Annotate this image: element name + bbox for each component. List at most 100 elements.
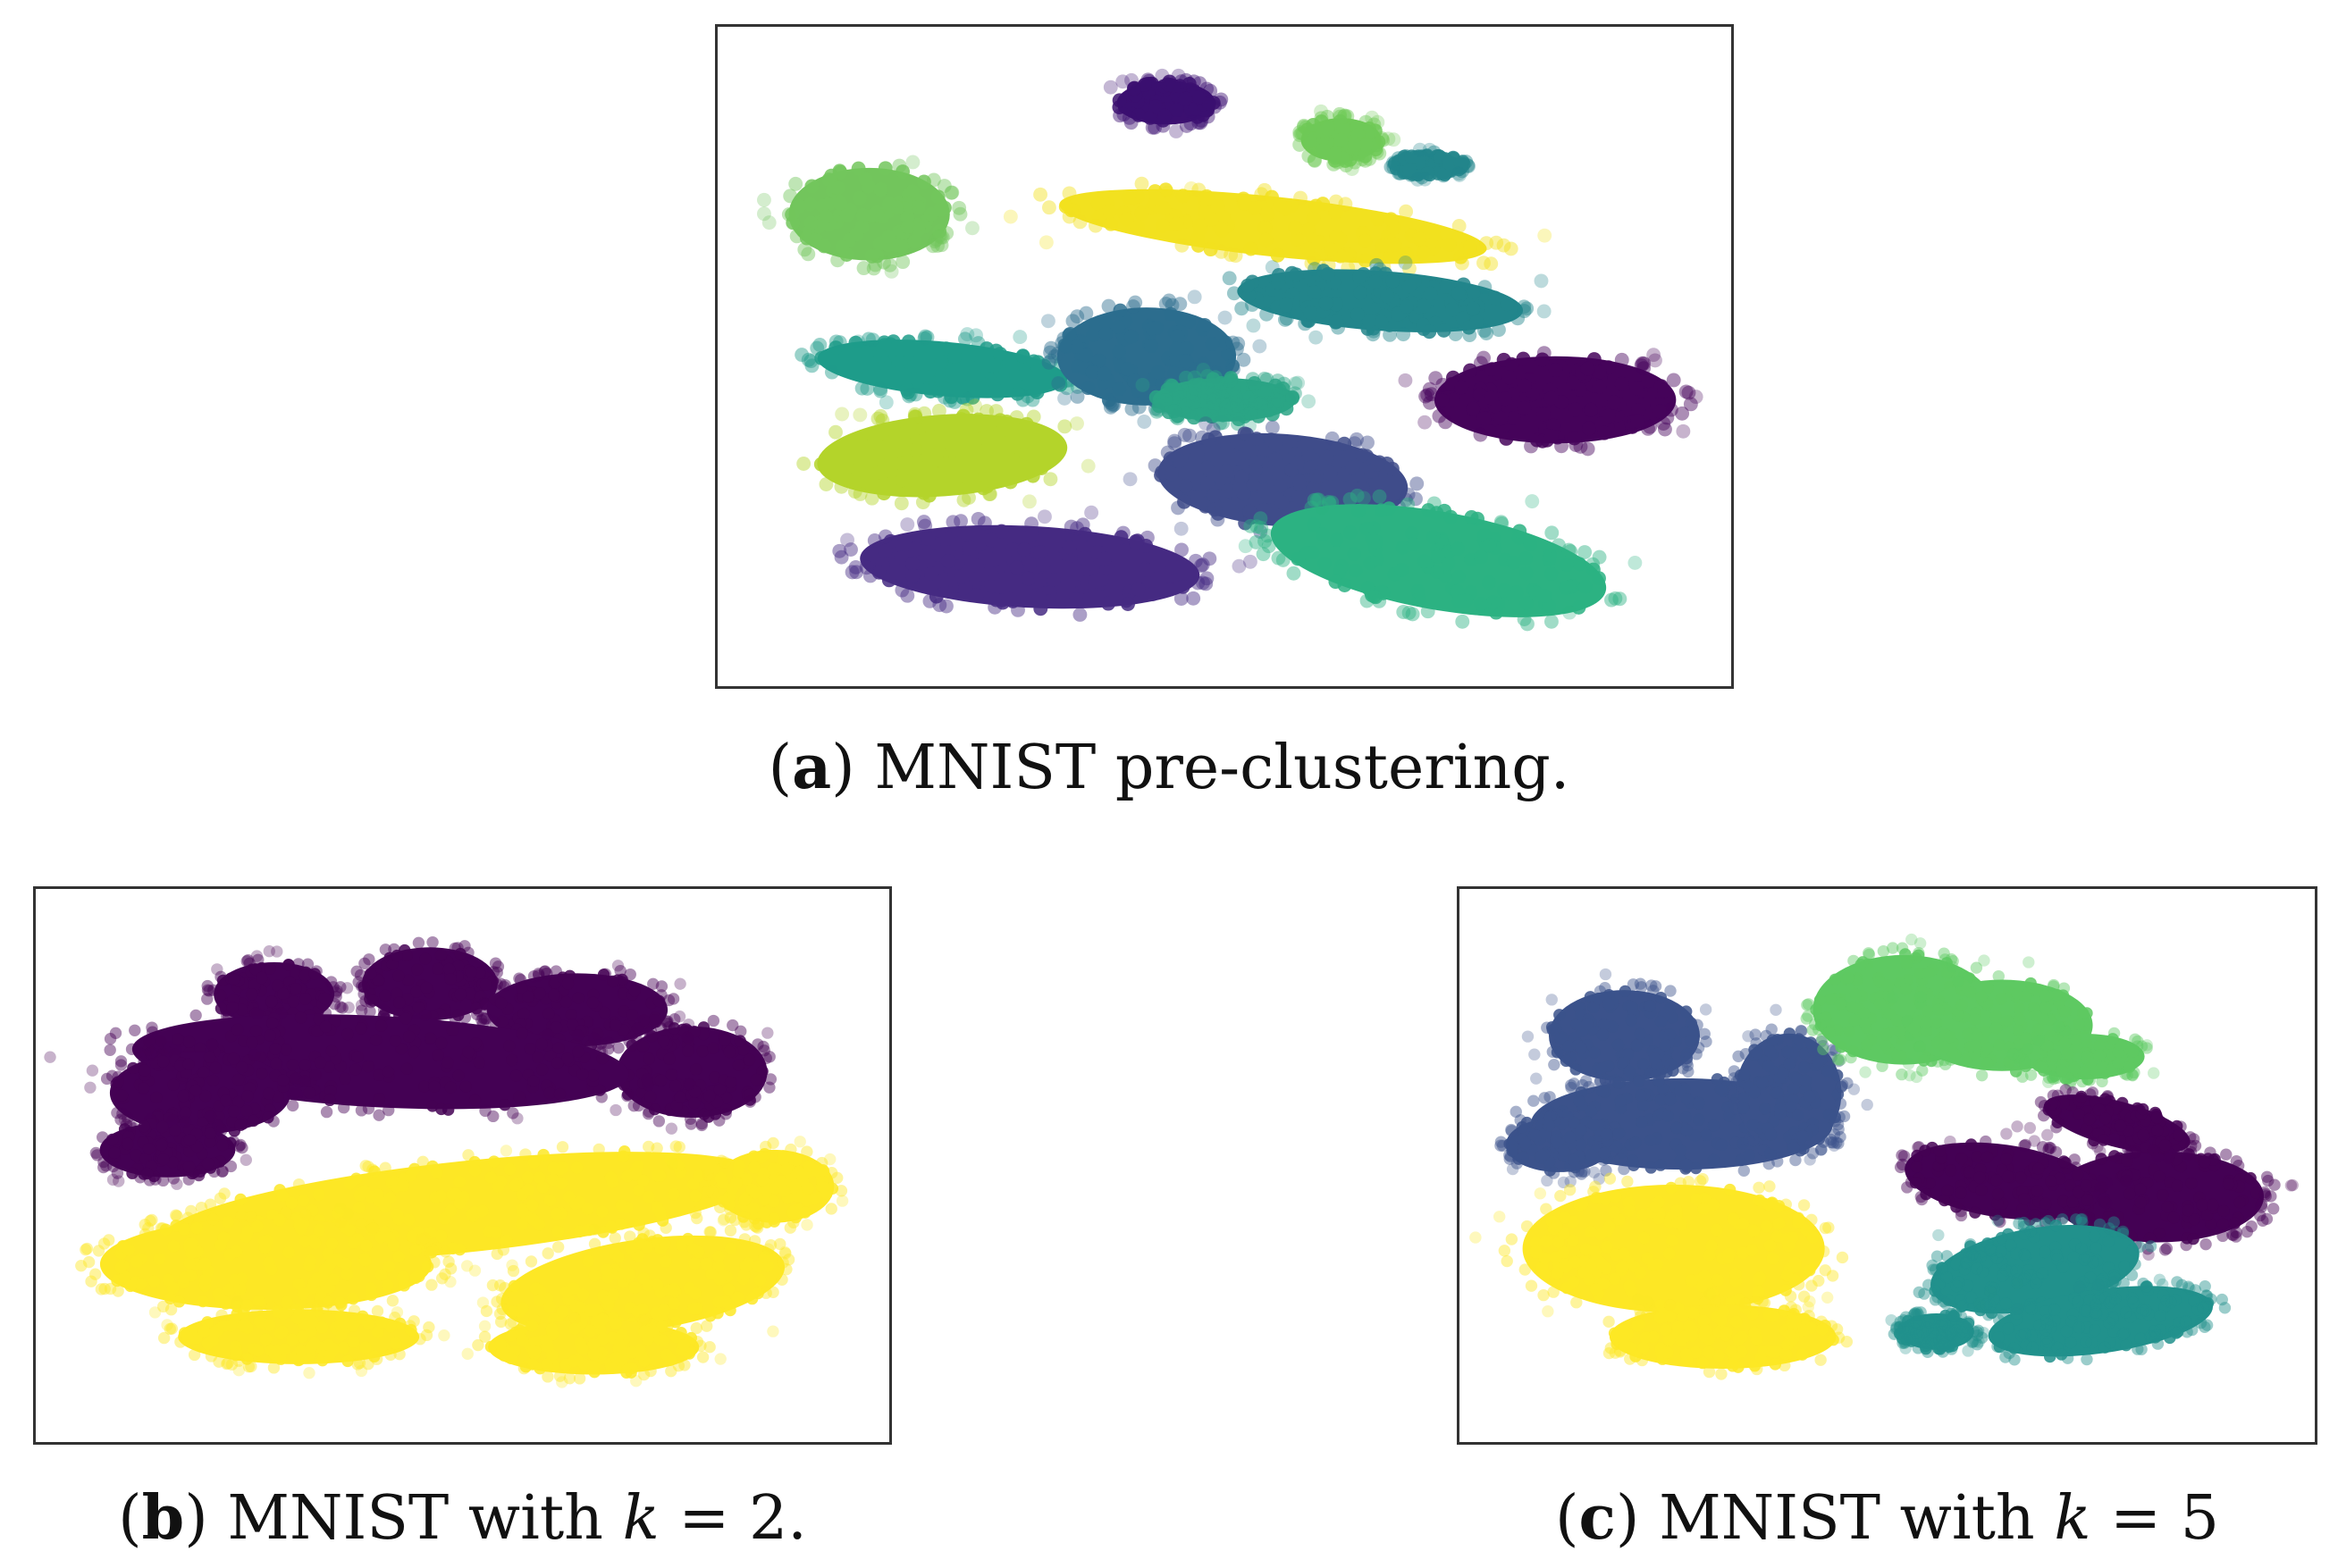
scatter-point: [1145, 587, 1160, 601]
scatter-point: [1496, 583, 1511, 598]
scatter-point: [663, 1052, 676, 1065]
scatter-point: [527, 1344, 540, 1357]
scatter-point: [2013, 1050, 2026, 1063]
scatter-outlier: [2042, 1076, 2055, 1088]
scatter-point: [760, 1140, 772, 1153]
scatter-outlier: [1506, 1162, 1519, 1176]
scatter-point: [189, 1009, 202, 1022]
scatter-point: [504, 1318, 517, 1330]
scatter-point: [535, 1063, 549, 1076]
scatter-point: [1876, 1060, 1888, 1072]
scatter-point: [1916, 1064, 1929, 1077]
scatter-point: [419, 1009, 432, 1021]
scatter-point: [297, 1287, 309, 1300]
scatter-point: [881, 573, 896, 588]
scatter-point: [894, 456, 909, 471]
scatter-point: [292, 1278, 306, 1290]
scatter-point: [1036, 558, 1051, 572]
scatter-point: [526, 1199, 539, 1212]
scatter-point: [92, 1245, 105, 1257]
scatter-point: [576, 1342, 589, 1355]
scatter-point: [1481, 575, 1496, 590]
scatter-point: [1556, 1105, 1568, 1118]
scatter-point: [192, 1169, 206, 1182]
scatter-point: [1581, 1018, 1594, 1030]
scatter-point: [1183, 116, 1198, 131]
scatter-point: [2161, 1201, 2174, 1213]
scatter-point: [584, 1304, 597, 1317]
scatter-point: [894, 239, 909, 254]
scatter-point: [97, 1161, 110, 1174]
scatter-point: [305, 1324, 317, 1337]
scatter-point: [355, 980, 368, 993]
scatter-point: [327, 1302, 340, 1314]
scatter-point: [353, 1356, 366, 1370]
scatter-point: [1140, 563, 1155, 578]
scatter-point: [1856, 956, 1870, 968]
scatter-outlier: [1124, 72, 1139, 88]
scatter-point: [1342, 525, 1358, 540]
scatter-point: [444, 1204, 457, 1218]
scatter-point: [2047, 1049, 2060, 1062]
scatter-point: [660, 1255, 672, 1268]
scatter-point: [870, 208, 886, 222]
scatter-outlier: [1137, 415, 1152, 429]
scatter-point: [1197, 317, 1212, 332]
scatter-point: [2182, 1148, 2195, 1161]
scatter-point: [568, 1312, 582, 1325]
scatter-point: [831, 1171, 844, 1184]
scatter-point: [1228, 248, 1243, 264]
scatter-point: [1270, 247, 1285, 263]
scatter-point: [607, 975, 619, 988]
scatter-point: [2170, 1153, 2182, 1166]
scatter-point: [616, 973, 628, 986]
scatter-point: [1643, 419, 1658, 434]
scatter-point: [1832, 1123, 1845, 1136]
scatter-outlier: [1039, 235, 1054, 250]
scatter-point: [747, 1150, 761, 1162]
scatter-point: [1358, 138, 1374, 153]
scatter-point: [1126, 299, 1140, 314]
scatter-outlier: [438, 1329, 450, 1342]
scatter-point: [1337, 436, 1352, 451]
scatter-point: [1923, 1177, 1936, 1189]
scatter-point: [943, 393, 957, 408]
scatter-point: [938, 456, 954, 471]
scatter-point: [1179, 354, 1194, 369]
scatter-point: [1635, 1089, 1647, 1102]
scatter-point: [1909, 1177, 1922, 1189]
scatter-point: [1260, 206, 1275, 222]
scatter-point: [299, 1235, 312, 1248]
scatter-point: [328, 998, 341, 1010]
scatter-point: [2268, 1178, 2281, 1191]
scatter-outlier: [1381, 131, 1396, 147]
scatter-point: [1258, 232, 1274, 247]
scatter-point: [1033, 545, 1048, 560]
scatter-point: [1112, 93, 1127, 108]
scatter-point: [1636, 1116, 1648, 1128]
scatter-point: [980, 341, 995, 356]
scatter-point: [1680, 1056, 1694, 1069]
scatter-point: [621, 1089, 634, 1103]
scatter-point: [1914, 991, 1927, 1003]
scatter-point: [1919, 1145, 1931, 1157]
scatter-series-a-0: [1103, 68, 1229, 138]
scatter-point: [1150, 365, 1165, 380]
scatter-point: [1091, 209, 1106, 224]
scatter-point: [695, 1117, 708, 1130]
scatter-series-a-1: [756, 155, 980, 279]
scatter-outlier: [1155, 68, 1170, 83]
scatter-point: [752, 1038, 764, 1051]
scatter-point: [1192, 218, 1207, 233]
scatter-outlier: [1246, 318, 1261, 333]
scatter-point: [412, 936, 425, 949]
scatter-point: [678, 1359, 691, 1371]
scatter-point: [752, 1221, 764, 1234]
scatter-point: [2031, 1185, 2044, 1197]
scatter-point: [1981, 982, 1994, 994]
scatter-point: [1834, 1053, 1847, 1066]
scatter-outlier: [630, 1375, 643, 1388]
scatter-point: [1149, 404, 1165, 419]
scatter-point: [1311, 492, 1326, 507]
scatter-point: [1653, 404, 1667, 419]
